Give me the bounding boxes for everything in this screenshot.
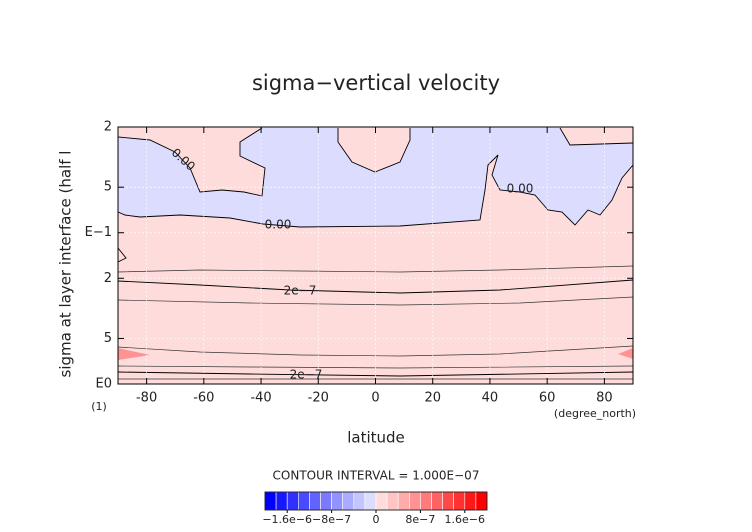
colorbar-tick-label: −8e−7 <box>312 513 351 526</box>
x-tick-label: 40 <box>482 391 499 406</box>
contour-label: 2e−7 <box>284 284 317 298</box>
contour-line <box>117 279 634 294</box>
colorbar-swatch <box>353 491 366 511</box>
colorbar-tick-label: 8e−7 <box>405 513 435 526</box>
colorbar-swatch <box>364 491 377 511</box>
contour-line <box>117 365 634 369</box>
colorbar-swatch <box>475 491 488 511</box>
colorbar: −1.6e−6 −8e−7 0 8e−7 1.6e−6 <box>262 491 488 526</box>
chart-title: sigma−vertical velocity <box>252 71 500 95</box>
y-tick-label: 5 <box>104 180 112 195</box>
x-tick-label: -60 <box>193 391 214 406</box>
y-tick-label: E−1 <box>85 225 112 240</box>
y-tick-label: 2 <box>104 120 112 135</box>
colorbar-tick-label: −1.6e−6 <box>262 513 312 526</box>
colorbar-swatch <box>420 491 432 511</box>
strong-region <box>618 348 633 359</box>
strong-region <box>118 348 150 360</box>
x-tick-label: 60 <box>539 391 556 406</box>
contour-line <box>117 127 634 228</box>
x-tick-label: 0 <box>371 391 379 406</box>
x-axis-label: latitude <box>347 429 405 447</box>
colorbar-swatch <box>453 491 466 511</box>
y-axis-label: sigma at layer interface (half l <box>57 151 75 378</box>
colorbar-swatch <box>286 491 299 511</box>
colorbar-swatch <box>375 491 388 511</box>
colorbar-swatch <box>264 491 277 511</box>
y-tick-label: 5 <box>104 331 112 346</box>
colorbar-swatch <box>297 491 310 511</box>
contour-line <box>117 296 634 306</box>
x-axis-unit: (degree_north) <box>554 407 636 420</box>
y-tick-label: E0 <box>96 377 113 392</box>
colorbar-swatch <box>442 491 455 511</box>
contour-line <box>117 371 634 377</box>
contour-line <box>117 265 634 273</box>
colorbar-swatch <box>464 491 477 511</box>
x-tick-label: -20 <box>308 391 329 406</box>
x-tick-label: -40 <box>250 391 271 406</box>
colorbar-swatch <box>309 491 321 511</box>
x-tick-label: 20 <box>424 391 441 406</box>
colorbar-tick-label: 1.6e−6 <box>445 513 485 526</box>
colorbar-swatch <box>331 491 344 511</box>
colorbar-swatch <box>408 491 421 511</box>
contour-label: 0.00 <box>265 218 292 232</box>
contour-line <box>117 247 127 263</box>
y-axis-unit: (1) <box>91 400 107 413</box>
y-tick-label: 2 <box>104 271 112 286</box>
colorbar-swatch <box>431 491 443 511</box>
colorbar-tick-label: 0 <box>373 513 380 526</box>
contour-line <box>117 127 266 197</box>
colorbar-swatch <box>275 491 288 511</box>
contour-line <box>117 345 634 357</box>
contour-line <box>337 128 411 173</box>
x-tick-label: -80 <box>136 391 157 406</box>
colorbar-swatch <box>386 491 399 511</box>
contour-interval: CONTOUR INTERVAL = 1.000E−07 <box>273 469 480 483</box>
x-tick-label: 80 <box>596 391 613 406</box>
colorbar-swatch <box>342 491 355 511</box>
contour-label: 2e−7 <box>290 368 323 382</box>
negative-region <box>118 128 633 227</box>
colorbar-swatch <box>320 491 332 511</box>
contour-label: 0.00 <box>507 182 534 196</box>
colorbar-swatch <box>397 491 410 511</box>
